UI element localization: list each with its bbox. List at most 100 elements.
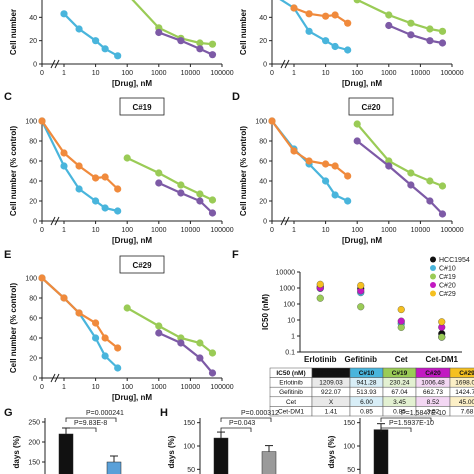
data-point-green-e — [208, 349, 217, 357]
data-point-blue-d — [331, 191, 339, 199]
p-value-i: P=1.5847E-10 — [401, 410, 446, 417]
y-tick-label-b: 0 — [263, 62, 267, 69]
x-axis-label-d: [Drug], nM — [342, 236, 382, 245]
data-point-purple-d — [385, 162, 393, 170]
panel-letter-g: G — [4, 407, 13, 419]
data-point-blue-c — [75, 185, 83, 193]
x-tick-label-a: 1000 — [151, 70, 167, 77]
y-tick-label-i: 150 — [343, 420, 355, 427]
data-point-blue-a — [92, 37, 100, 45]
x-tick-label-c: 10000 — [181, 227, 201, 234]
table-cell-text: 922.07 — [321, 389, 341, 396]
scatter-point-c29 — [316, 280, 324, 288]
table-cell-text: Cet-DM1 — [278, 408, 304, 415]
panel-letter-c: C — [4, 91, 12, 103]
scatter-point-c19 — [357, 303, 365, 311]
data-point-orange-c — [101, 173, 109, 181]
table-cell-text: 45.00 — [459, 399, 474, 406]
data-point-blue-a — [114, 52, 122, 60]
table-cell — [449, 406, 474, 417]
scatter-point-c19 — [397, 323, 405, 331]
line-chart-b: 0 20 40 0 1 10 100 1000 10000 100000 [Drug], nM Cel… — [239, 0, 464, 88]
data-point-green-e — [177, 334, 185, 342]
legend-marker-c20 — [430, 282, 436, 288]
data-point-green-d — [407, 169, 415, 177]
legend-label-c20: C#20 — [439, 283, 456, 290]
data-point-green-b — [353, 0, 361, 4]
data-point-green-d — [426, 177, 434, 185]
panel-letter-d: D — [232, 91, 240, 103]
data-point-orange-b — [322, 12, 330, 20]
bar-h — [213, 437, 229, 474]
y-tick-label-e: 20 — [29, 356, 37, 363]
x-tick-label-e: 0 — [40, 384, 44, 391]
bar-h — [261, 451, 277, 474]
table-cell-text: 7.68 — [461, 408, 474, 415]
table-cell-text: 513.93 — [357, 389, 377, 396]
data-point-purple-b — [385, 21, 393, 30]
sig-bracket-h — [220, 427, 252, 432]
y-tick-label-h: 50 — [187, 467, 195, 474]
category-label-f: Erlotinib — [304, 355, 337, 364]
data-point-blue-e — [92, 334, 100, 342]
y-tick-label-i: 100 — [343, 444, 355, 451]
y-tick-label-a: 20 — [29, 38, 37, 45]
chart-title-c: C#19 — [132, 103, 152, 112]
x-tick-label-b: 1 — [292, 70, 296, 77]
table-cell-text: 6.00 — [360, 399, 373, 406]
data-point-purple-d — [407, 181, 415, 189]
table-cell-text: 8.52 — [427, 399, 440, 406]
y-tick-label-c: 20 — [29, 199, 37, 206]
data-point-green-a — [196, 39, 204, 47]
table-cell-text: 0.85 — [393, 408, 406, 415]
y-axis-label-b: Cell number — [239, 9, 248, 55]
data-point-green-b — [385, 11, 393, 19]
x-tick-label-d: 100000 — [440, 227, 463, 234]
x-tick-label-d: 10000 — [411, 227, 431, 234]
data-point-purple-e — [155, 329, 163, 337]
y-tick-label-f: 10000 — [276, 270, 296, 277]
panel-letter-h: H — [160, 407, 168, 419]
y-tick-label-f: 10 — [287, 318, 295, 325]
x-tick-label-e: 100 — [121, 384, 133, 391]
data-point-blue-e — [114, 364, 122, 372]
data-point-blue-b — [305, 27, 313, 35]
data-point-green-c — [155, 169, 163, 177]
x-tick-label-b: 1000 — [381, 70, 397, 77]
sig-bracket-i — [380, 417, 432, 422]
data-point-green-c — [196, 190, 204, 198]
data-point-green-a — [208, 40, 217, 48]
data-point-blue-c — [101, 204, 109, 212]
legend-label-c10: C#10 — [439, 266, 456, 273]
data-point-green-c — [177, 181, 185, 189]
legend-marker-c29 — [430, 290, 436, 297]
data-point-blue-a — [75, 25, 83, 33]
data-point-orange-c — [92, 174, 100, 182]
scatter-point-c29 — [438, 318, 446, 326]
scatter-point-c19 — [438, 333, 446, 341]
y-tick-label-e: 60 — [29, 316, 37, 323]
y-tick-label-f: 1000 — [279, 286, 295, 293]
data-point-purple-c — [155, 179, 163, 187]
y-tick-label-d: 0 — [263, 219, 267, 226]
legend-marker-c19 — [430, 273, 436, 280]
chart-title-e: C#29 — [132, 261, 152, 270]
x-tick-label-a: 100 — [121, 70, 133, 77]
data-point-purple-a — [196, 45, 204, 53]
x-tick-label-a: 0 — [40, 70, 44, 77]
y-axis-label-g: days (%) — [12, 435, 21, 468]
data-point-orange-c — [38, 117, 46, 125]
y-tick-label-g: 250 — [28, 420, 40, 427]
data-point-orange-e — [38, 274, 46, 282]
data-point-green-e — [123, 304, 131, 312]
table-cell-text: Erlotinib — [279, 380, 303, 387]
x-tick-label-d: 1000 — [381, 227, 397, 234]
data-point-purple-e — [177, 339, 185, 347]
data-point-orange-d — [344, 172, 352, 180]
data-point-purple-b — [407, 31, 415, 39]
data-point-green-b — [426, 25, 434, 33]
sig-bracket-g — [65, 427, 97, 432]
x-axis-label-e: [Drug], nM — [112, 393, 152, 402]
x-tick-label-d: 100 — [351, 227, 363, 234]
y-tick-label-d: 20 — [259, 199, 267, 206]
